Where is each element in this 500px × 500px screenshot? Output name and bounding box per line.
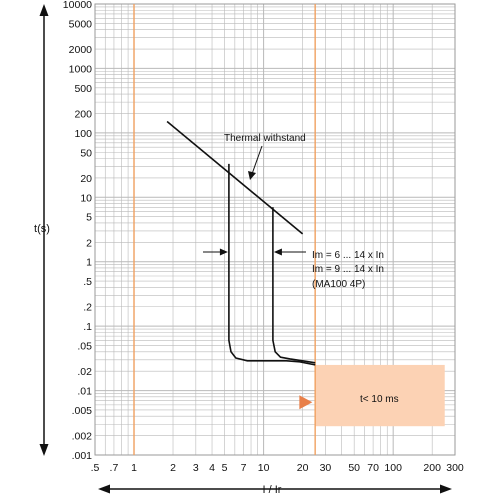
x-tick-label: 300	[446, 462, 464, 474]
x-tick-label: 2	[170, 462, 176, 474]
im-arrowhead-left	[219, 248, 228, 256]
x-axis-arrowhead-right	[440, 484, 452, 494]
x-tick-label: 4	[209, 462, 215, 474]
x-tick-label: 50	[348, 462, 360, 474]
annotation-im-line1: Im = 6 ... 14 x In	[312, 250, 384, 261]
x-tick-label: 3	[193, 462, 199, 474]
x-tick-label: 100	[384, 462, 402, 474]
x-axis-title: I / Ir	[263, 484, 282, 496]
series-layer	[166, 120, 316, 366]
y-tick-label: 1	[86, 257, 92, 269]
y-tick-labels: 10000 5000 2000 1000 500 200 100 50 20 10 5 2 1 .5 .2.…	[63, 0, 92, 462]
x-tick-label: 5	[222, 462, 228, 474]
y-tick-label: 5	[86, 212, 92, 224]
y-tick-label: 500	[74, 83, 92, 95]
y-tick-label: 10000	[63, 0, 92, 11]
y-tick-label: 100	[74, 128, 92, 140]
x-tick-label: 1	[131, 462, 137, 474]
y-tick-label: .01	[77, 386, 92, 398]
y-tick-label: .05	[77, 341, 92, 353]
y-tick-label: 200	[74, 108, 92, 120]
y-tick-label: .005	[72, 405, 93, 417]
x-tick-label: .5	[91, 462, 100, 474]
y-tick-label: .2	[83, 302, 92, 314]
reference-lines	[133, 4, 316, 455]
x-tick-labels: .5 .7 1 2 3 4 5 7 10 20 30 50 70 100 200 300	[91, 462, 464, 474]
x-tick-label: 20	[297, 462, 309, 474]
x-tick-label: 70	[367, 462, 379, 474]
annotation-im-line3: (MA100 4P)	[312, 279, 365, 290]
y-tick-label: 2000	[69, 44, 93, 56]
plot-frame	[94, 3, 456, 456]
thermal-pointer-line	[251, 145, 263, 175]
y-axis-arrowhead-down	[39, 444, 49, 456]
y-tick-label: 1000	[69, 63, 93, 75]
y-tick-label: 20	[80, 173, 92, 185]
x-tick-label: 7	[241, 462, 247, 474]
y-tick-label: 2	[86, 237, 92, 249]
thermal-pointer-arrowhead	[248, 171, 256, 180]
annotation-im-line2: Im = 9 ... 14 x In	[312, 264, 384, 275]
axis-titles: t(s) I / Ir	[34, 223, 282, 496]
y-tick-label: .002	[72, 431, 93, 443]
x-tick-label: .7	[110, 462, 119, 474]
instantaneous-region	[315, 364, 445, 427]
series-line-1	[166, 120, 304, 235]
y-tick-label: .5	[83, 276, 92, 288]
x-tick-label: 200	[423, 462, 441, 474]
region-marker-icon	[299, 395, 313, 410]
y-tick-label: 10	[80, 192, 92, 204]
im-arrowhead-right	[273, 248, 282, 256]
x-axis-arrowhead-left	[98, 484, 110, 494]
annotation-region-label: t< 10 ms	[360, 394, 399, 405]
series-line-3	[272, 207, 316, 364]
y-tick-label: 50	[80, 147, 92, 159]
y-axis-title: t(s)	[34, 223, 50, 235]
x-tick-label: 10	[258, 462, 270, 474]
annotations: Thermal withstand Im = 6 ... 14 x In Im …	[224, 133, 399, 405]
decorations	[39, 4, 452, 494]
annotation-thermal-withstand: Thermal withstand	[224, 133, 306, 144]
series-line-2	[228, 163, 316, 366]
y-tick-label: .1	[83, 321, 92, 333]
x-tick-label: 30	[320, 462, 332, 474]
region-layer	[315, 364, 445, 427]
y-tick-label: 5000	[69, 18, 93, 30]
y-axis-arrowhead-up	[39, 4, 49, 16]
y-tick-label: .02	[77, 366, 92, 378]
y-tick-label: .001	[72, 450, 93, 462]
